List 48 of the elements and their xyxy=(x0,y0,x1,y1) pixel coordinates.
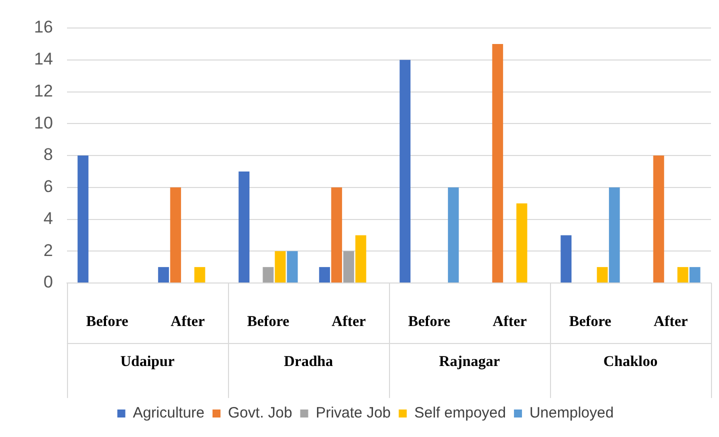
legend-label: Agriculture xyxy=(132,404,205,422)
y-tick-label: 16 xyxy=(34,18,53,37)
text: Udaipur xyxy=(120,354,175,370)
x-tick-label: After xyxy=(654,314,688,330)
bar xyxy=(158,267,169,282)
bar xyxy=(343,251,354,282)
x-tick-label: After xyxy=(492,314,528,330)
bar xyxy=(608,187,620,282)
y-tick-label: 8 xyxy=(43,145,53,164)
bar xyxy=(689,267,700,282)
x-tick-label: Before xyxy=(408,314,451,330)
legend-label: Private Job xyxy=(316,404,391,422)
bar xyxy=(355,235,366,282)
legend-label: Govt. Job xyxy=(228,404,292,422)
legend-label: Unemployed xyxy=(529,404,614,422)
text: Dradha xyxy=(284,354,334,370)
bar xyxy=(596,267,608,282)
bar xyxy=(448,187,459,282)
y-tick-label: 10 xyxy=(34,113,53,132)
legend-label: Self empoyed xyxy=(414,404,506,422)
y-tick-label: 6 xyxy=(43,177,53,196)
x-tick-label: After xyxy=(332,314,366,330)
bar xyxy=(319,267,330,282)
bar xyxy=(274,251,286,282)
bar xyxy=(653,156,664,282)
y-tick-label: 0 xyxy=(43,272,53,292)
y-tick-label: 12 xyxy=(34,81,53,100)
x-tick-label: After xyxy=(170,314,206,330)
bar xyxy=(677,267,688,282)
y-tick-label: 14 xyxy=(34,50,53,69)
bar xyxy=(78,156,88,282)
bar xyxy=(400,60,410,282)
text: Rajnagar xyxy=(439,354,500,370)
bar xyxy=(286,251,298,282)
bar xyxy=(331,187,342,282)
x-tick-label: Before xyxy=(86,314,129,330)
x-tick-label: Before xyxy=(569,314,612,330)
y-tick-label: 4 xyxy=(43,208,53,228)
x-tick-label: Before xyxy=(247,314,290,330)
bar xyxy=(170,187,182,282)
bar xyxy=(492,44,504,282)
text: Chakloo xyxy=(603,354,658,370)
bar xyxy=(262,267,274,282)
bar xyxy=(238,171,250,282)
bar xyxy=(194,267,206,282)
y-tick-label: 2 xyxy=(43,240,53,260)
bar xyxy=(516,203,528,282)
bar xyxy=(560,235,572,282)
